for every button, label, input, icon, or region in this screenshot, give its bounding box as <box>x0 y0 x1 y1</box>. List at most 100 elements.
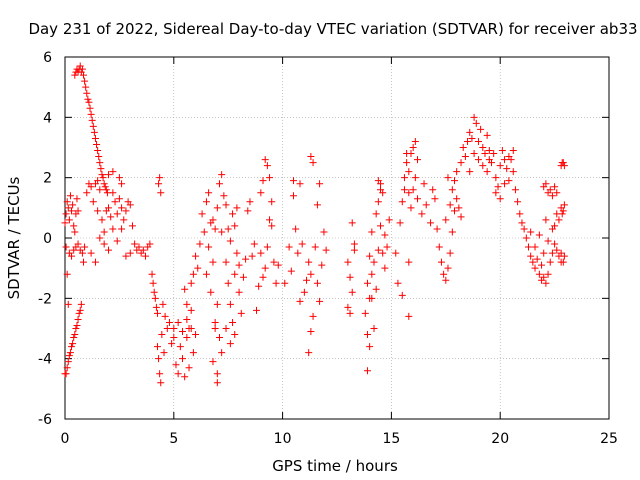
data-point <box>548 192 556 200</box>
data-point <box>189 270 197 278</box>
data-point <box>560 162 568 170</box>
data-point <box>226 300 234 308</box>
data-point <box>231 222 239 230</box>
x-tick-label: 20 <box>491 431 509 447</box>
data-point <box>159 300 167 308</box>
data-point <box>294 249 302 257</box>
x-axis-label: GPS time / hours <box>272 457 398 475</box>
data-point <box>185 364 193 372</box>
data-point <box>215 334 223 342</box>
data-point <box>231 270 239 278</box>
data-point <box>74 315 82 323</box>
data-point <box>200 228 208 236</box>
data-point <box>440 270 448 278</box>
data-point <box>146 240 154 248</box>
data-point <box>105 246 113 254</box>
data-point <box>509 168 517 176</box>
data-point <box>479 144 487 151</box>
data-point <box>313 279 321 287</box>
data-point <box>466 128 474 136</box>
data-point <box>192 252 200 260</box>
data-point <box>368 294 376 302</box>
data-point <box>474 137 482 145</box>
data-point <box>153 343 161 351</box>
data-point <box>170 325 178 332</box>
data-point <box>303 276 311 284</box>
data-point <box>400 174 408 182</box>
data-point <box>466 168 474 176</box>
data-point <box>100 180 108 188</box>
data-point <box>224 279 232 287</box>
data-point <box>87 249 95 257</box>
data-point <box>100 240 108 248</box>
data-point <box>96 234 104 242</box>
data-point <box>311 243 319 251</box>
y-tick-label: -2 <box>38 291 52 307</box>
data-point <box>350 240 358 248</box>
data-point <box>165 318 173 326</box>
data-point <box>226 237 234 245</box>
data-point <box>90 128 98 136</box>
data-point <box>78 249 86 257</box>
data-point <box>444 264 452 272</box>
data-point <box>218 228 226 236</box>
data-point <box>448 228 456 236</box>
data-point <box>63 198 71 206</box>
data-point <box>346 309 354 317</box>
data-point <box>237 309 245 317</box>
data-point <box>209 358 217 366</box>
data-point <box>501 180 509 188</box>
data-point <box>483 168 491 176</box>
data-point <box>494 183 502 191</box>
data-point <box>305 258 313 266</box>
data-point <box>316 297 324 305</box>
data-point <box>101 183 109 191</box>
data-point <box>213 370 221 378</box>
data-point <box>531 264 539 272</box>
data-point <box>409 186 417 194</box>
y-tick-label: 2 <box>43 171 52 187</box>
data-point <box>298 240 306 248</box>
data-point <box>560 252 568 260</box>
data-point <box>381 264 389 272</box>
data-point <box>451 177 459 185</box>
data-point <box>183 300 191 308</box>
data-point <box>266 216 274 224</box>
data-point <box>403 150 411 158</box>
data-point <box>394 279 402 287</box>
data-point <box>156 370 164 378</box>
data-point <box>70 222 78 230</box>
data-point <box>316 180 324 188</box>
data-point <box>202 270 210 278</box>
data-point <box>377 180 385 188</box>
data-point <box>344 303 352 311</box>
data-point <box>453 195 461 203</box>
data-point <box>157 379 165 387</box>
data-point <box>113 210 121 218</box>
data-point <box>149 279 157 287</box>
data-point <box>531 243 539 251</box>
data-point <box>546 258 554 266</box>
data-point <box>120 216 128 224</box>
data-point <box>252 306 260 314</box>
data-point <box>257 189 265 197</box>
data-point <box>485 147 493 155</box>
data-point <box>70 334 78 342</box>
data-point <box>442 276 450 284</box>
data-point <box>66 192 74 200</box>
data-point <box>107 213 115 221</box>
data-point <box>153 309 161 317</box>
data-point <box>464 137 472 145</box>
data-point <box>322 246 330 254</box>
data-point <box>442 216 450 224</box>
data-point <box>344 258 352 266</box>
data-point <box>62 210 70 218</box>
data-point <box>370 325 378 332</box>
data-point <box>433 225 441 233</box>
data-point <box>94 177 102 185</box>
data-point <box>505 177 513 185</box>
data-point <box>231 331 239 339</box>
data-point <box>501 156 509 164</box>
data-point <box>61 219 69 227</box>
data-point <box>248 252 256 260</box>
